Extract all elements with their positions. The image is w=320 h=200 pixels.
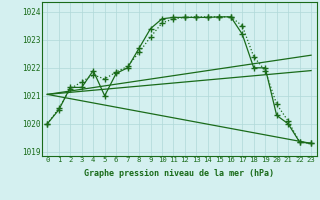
X-axis label: Graphe pression niveau de la mer (hPa): Graphe pression niveau de la mer (hPa) xyxy=(84,169,274,178)
